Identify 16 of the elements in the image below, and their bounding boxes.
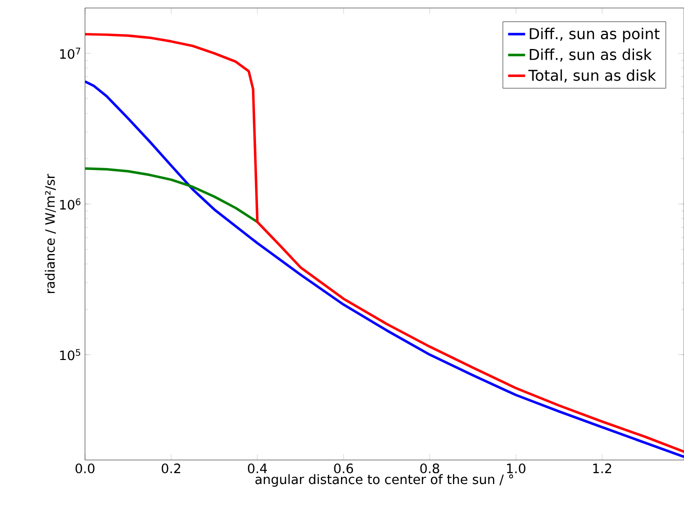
legend-label: Diff., sun as point xyxy=(530,28,660,42)
legend-label: Total, sun as disk xyxy=(528,69,656,82)
x-tick-label: 1.2 xyxy=(593,464,612,474)
y-axis-title: radiance / W/m²/sr xyxy=(44,174,56,293)
x-tick-label: 0.4 xyxy=(248,464,267,474)
x-tick-label: 0.6 xyxy=(334,464,354,474)
y-tick-label: 10$^{7}$ xyxy=(60,48,80,59)
y-tick-label: 10$^{5}$ xyxy=(60,349,80,360)
x-tick-label: 0.2 xyxy=(162,464,180,474)
x-tick-label: 1.0 xyxy=(507,464,526,474)
line-series xyxy=(85,167,259,224)
x-tick-label: 0.8 xyxy=(420,464,440,474)
legend-label: Diff., sun as disk xyxy=(530,48,652,62)
x-tick-label: 0.0 xyxy=(76,464,94,474)
x-axis-title: angular distance to center of the sun / ° xyxy=(255,474,514,487)
y-tick-label: 10$^{6}$ xyxy=(60,198,80,210)
